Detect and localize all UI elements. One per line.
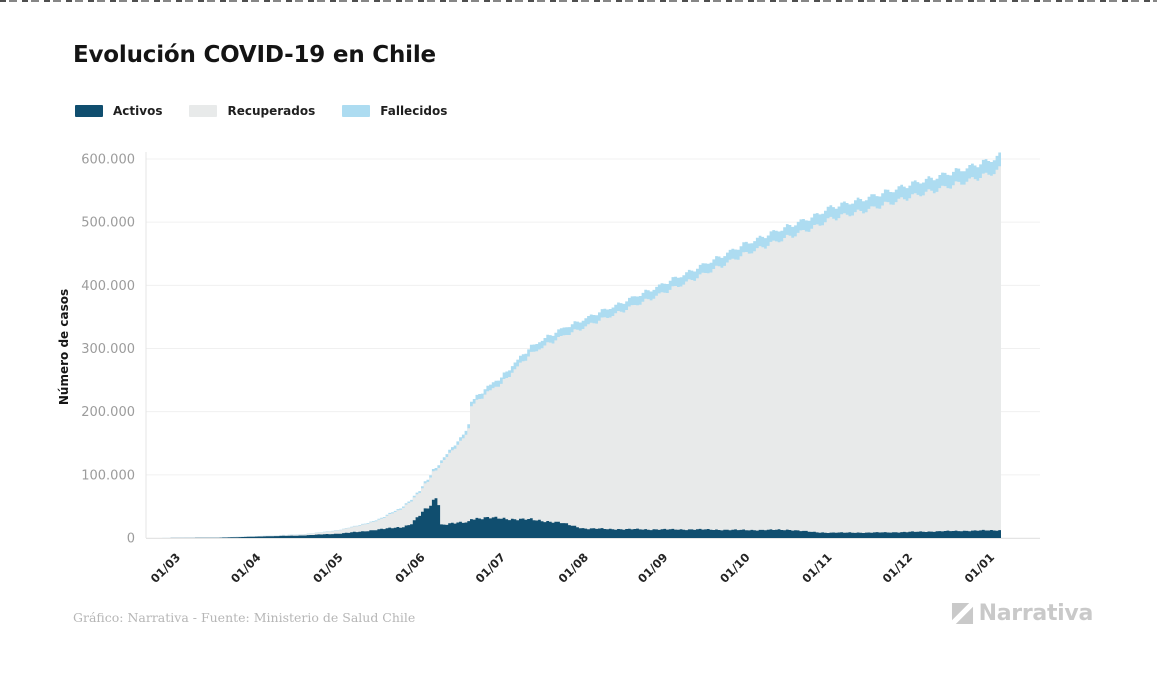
page-title: Evolución COVID-19 en Chile	[73, 42, 436, 68]
source-credit: Gráfico: Narrativa - Fuente: Ministerio …	[73, 610, 416, 625]
y-tick-label: 500.000	[81, 216, 135, 231]
y-tick-label: 0	[127, 532, 135, 547]
x-tick-label: 01/08	[556, 550, 592, 586]
chart-legend: Activos Recuperados Fallecidos	[75, 104, 447, 118]
x-tick-label: 01/05	[310, 550, 346, 586]
legend-label-fallecidos: Fallecidos	[380, 104, 448, 118]
y-tick-label: 100.000	[81, 468, 135, 483]
narrativa-logo-text: Narrativa	[978, 601, 1094, 626]
x-tick-label: 01/12	[880, 550, 916, 586]
legend-swatch-recuperados	[189, 105, 218, 117]
y-axis-title: Número de casos	[57, 289, 71, 405]
area-recuperados	[146, 166, 1001, 539]
area-activos	[146, 498, 1001, 538]
x-tick-label: 01/03	[148, 550, 184, 586]
legend-swatch-activos	[75, 105, 103, 117]
x-tick-label: 01/06	[392, 550, 428, 586]
x-tick-label: 01/01	[962, 550, 998, 586]
y-tick-label: 400.000	[81, 279, 135, 294]
legend-item-fallecidos: Fallecidos	[342, 104, 447, 118]
legend-item-recuperados: Recuperados	[189, 104, 315, 118]
x-tick-label: 01/11	[799, 550, 835, 586]
x-tick-label: 01/07	[473, 550, 509, 586]
x-tick-label: 01/09	[635, 550, 671, 586]
legend-swatch-fallecidos	[342, 105, 371, 117]
y-tick-label: 200.000	[81, 405, 135, 420]
x-tick-label: 01/04	[228, 550, 264, 586]
y-tick-label: 300.000	[81, 342, 135, 357]
top-edge-artifact	[0, 0, 1157, 2]
x-tick-label: 01/10	[717, 550, 753, 586]
legend-item-activos: Activos	[75, 104, 162, 118]
legend-label-recuperados: Recuperados	[227, 104, 316, 118]
narrativa-logo: Narrativa	[951, 601, 1093, 626]
y-tick-label: 600.000	[81, 153, 135, 168]
legend-label-activos: Activos	[113, 104, 163, 118]
narrativa-logo-icon	[951, 602, 973, 625]
